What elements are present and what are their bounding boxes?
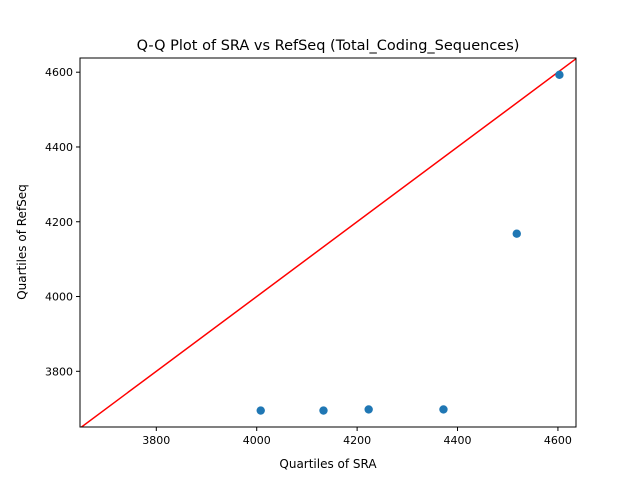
x-axis-label: Quartiles of SRA (279, 457, 377, 471)
y-tick-label-4600: 4600 (45, 66, 73, 79)
y-tick-label-3800: 3800 (45, 365, 73, 378)
y-axis-label: Quartiles of RefSeq (15, 184, 29, 300)
x-tick-label-4200: 4200 (343, 434, 371, 447)
y-tick-label-4200: 4200 (45, 216, 73, 229)
data-point-2 (319, 406, 328, 415)
y-tick-label-4400: 4400 (45, 141, 73, 154)
reference-line (80, 58, 576, 427)
data-point-4 (439, 405, 448, 414)
x-tick-label-3800: 3800 (142, 434, 170, 447)
data-point-5 (512, 229, 521, 238)
x-tick-label-4000: 4000 (243, 434, 271, 447)
x-tick-label-4600: 4600 (544, 434, 572, 447)
data-point-3 (364, 405, 373, 414)
data-point-1 (256, 406, 265, 415)
data-point-6 (555, 70, 564, 80)
axes-frame (79, 57, 577, 428)
chart-title: Q-Q Plot of SRA vs RefSeq (Total_Coding_… (137, 38, 520, 54)
plot-area: 3800 4000 4200 4400 4600 3800 4000 4200 4400 4600 (45, 57, 577, 447)
y-tick-label-4000: 4000 (45, 291, 73, 304)
x-tick-label-4400: 4400 (444, 434, 472, 447)
